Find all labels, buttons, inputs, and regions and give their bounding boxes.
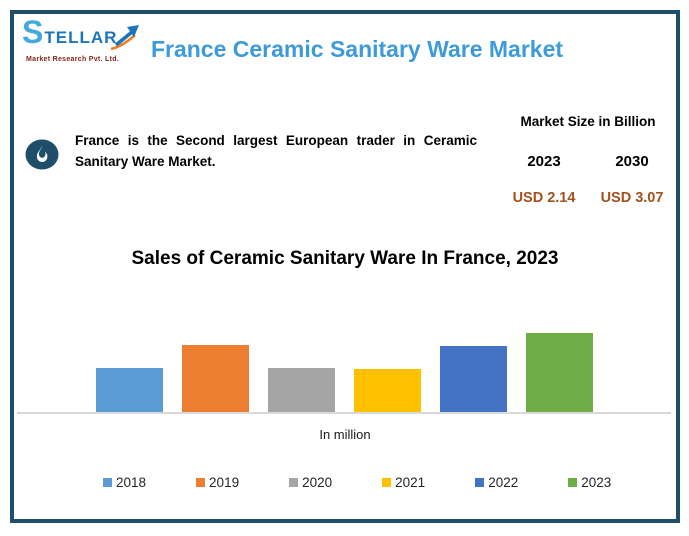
legend-label: 2019 <box>209 475 240 490</box>
legend-item-2021: 2021 <box>382 475 425 490</box>
legend-swatch-icon <box>382 478 392 487</box>
market-value-2023: USD 2.14 <box>512 190 576 206</box>
bar-2022 <box>440 346 507 413</box>
bar-2021 <box>354 369 421 413</box>
legend-item-2018: 2018 <box>103 475 146 490</box>
legend-swatch-icon <box>568 478 578 487</box>
market-size-block: Market Size in Billion 2023 2030 USD 2.1… <box>500 114 676 206</box>
bordered-card: STELLAR Market Research Pvt. Ltd. France… <box>10 10 680 523</box>
legend-swatch-icon <box>289 478 299 487</box>
legend-swatch-icon <box>196 478 206 487</box>
flame-icon <box>25 139 59 170</box>
market-year-2023: 2023 <box>527 153 561 170</box>
bar-2020 <box>268 368 335 413</box>
stellar-logo: STELLAR Market Research Pvt. Ltd. <box>22 14 172 63</box>
logo-row: STELLAR <box>22 14 172 58</box>
bar-2019 <box>182 345 249 413</box>
axis-unit-label: In million <box>319 427 371 442</box>
legend-item-2023: 2023 <box>568 475 611 490</box>
legend: 2018 2019 2020 2021 2022 2023 <box>103 475 611 490</box>
legend-label: 2023 <box>581 475 612 490</box>
legend-item-2019: 2019 <box>196 475 239 490</box>
legend-label: 2020 <box>302 475 333 490</box>
legend-item-2020: 2020 <box>289 475 332 490</box>
legend-item-2022: 2022 <box>475 475 518 490</box>
chart-title: Sales of Ceramic Sanitary Ware In France… <box>131 248 559 269</box>
legend-swatch-icon <box>475 478 485 487</box>
market-size-grid: 2023 2030 USD 2.14 USD 3.07 <box>500 153 676 206</box>
logo-brand-text: STELLAR <box>22 14 118 50</box>
x-axis-line <box>17 412 671 414</box>
page-title: France Ceramic Sanitary Ware Market <box>150 36 564 62</box>
logo-tagline: Market Research Pvt. Ltd. <box>26 56 120 63</box>
legend-label: 2018 <box>116 475 147 490</box>
legend-swatch-icon <box>103 478 112 487</box>
legend-label: 2022 <box>488 475 519 490</box>
bar-2018 <box>96 368 163 413</box>
market-size-title: Market Size in Billion <box>520 114 656 129</box>
bar-group <box>96 333 593 413</box>
legend-label: 2021 <box>395 475 426 490</box>
market-year-2030: 2030 <box>615 153 649 170</box>
highlight-statement: France is the Second largest European tr… <box>75 133 477 169</box>
trend-arrow-icon <box>111 25 140 51</box>
market-value-2030: USD 3.07 <box>600 190 664 206</box>
bar-2023 <box>526 333 593 413</box>
